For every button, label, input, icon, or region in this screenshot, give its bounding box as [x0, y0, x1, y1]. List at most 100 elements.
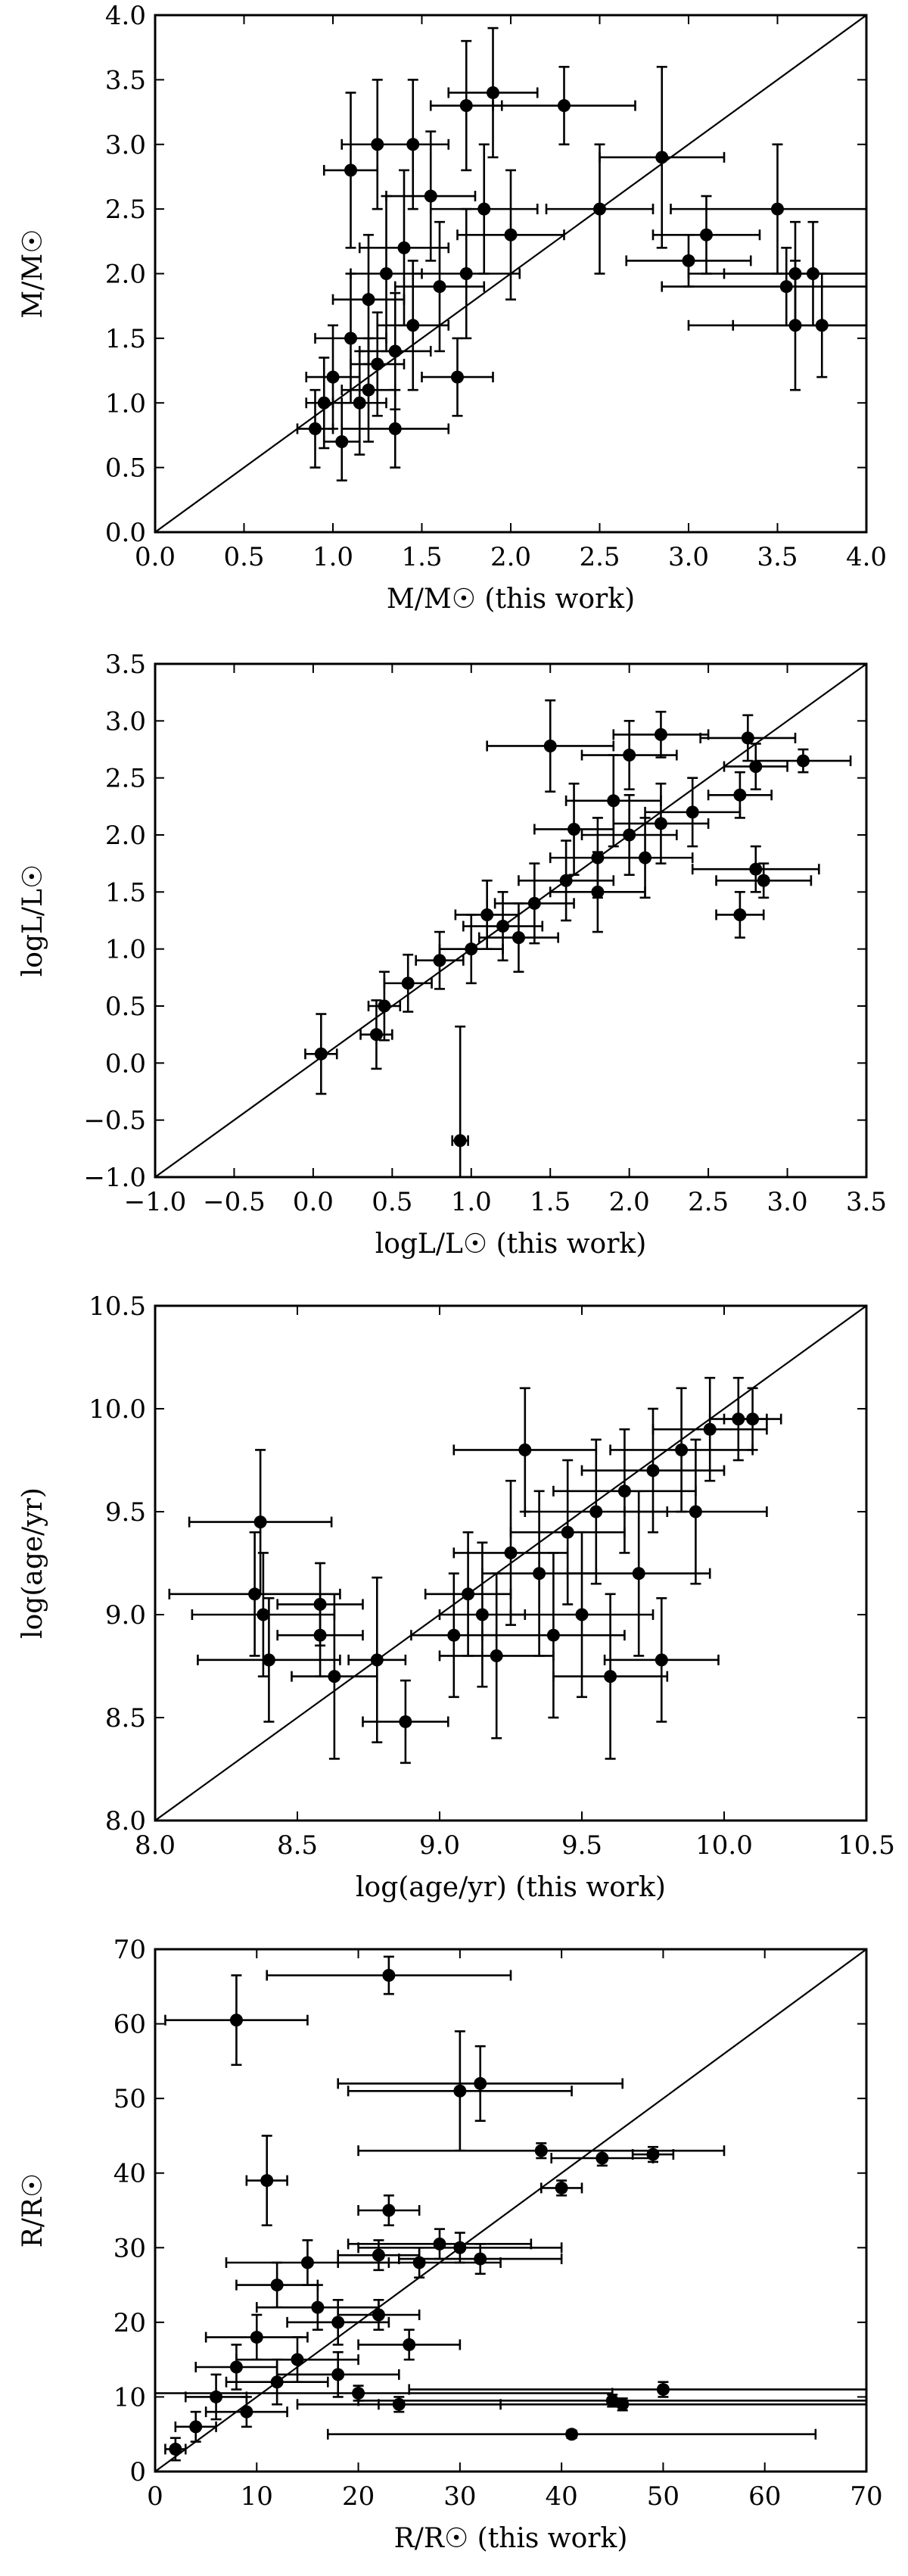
y-tick-label: 1.5 [105, 877, 146, 908]
data-point [631, 2145, 675, 2163]
y-tick-label: 9.5 [105, 1497, 146, 1528]
data-point [376, 260, 450, 391]
point-marker [604, 1670, 617, 1684]
point-marker [262, 1653, 275, 1667]
data-point [552, 1593, 669, 1760]
data-point [623, 1438, 768, 1585]
data-point [509, 1531, 655, 1699]
point-marker [595, 2151, 609, 2165]
y-tick-label: 0.0 [105, 518, 146, 548]
point-marker [260, 2174, 274, 2188]
data-point [518, 839, 615, 922]
data-point [715, 891, 765, 939]
point-marker [689, 1505, 702, 1519]
data-point [286, 2298, 390, 2346]
y-tick-label: −1.0 [83, 1163, 146, 1193]
point-marker [406, 319, 420, 332]
point-marker [401, 977, 415, 990]
point-marker [487, 86, 499, 99]
point-marker [451, 370, 464, 384]
data-point [492, 66, 636, 146]
x-tick-label: 2.0 [609, 1187, 650, 1217]
data-point [385, 130, 477, 262]
point-marker [504, 228, 518, 241]
point-marker [675, 1443, 689, 1456]
point-marker [382, 1969, 396, 1982]
point-marker [749, 760, 763, 774]
point-marker [370, 1653, 384, 1667]
point-marker [749, 862, 763, 876]
y-tick-label: 0 [129, 2457, 146, 2487]
data-point [305, 357, 344, 450]
x-tick-label: 20 [342, 2481, 375, 2512]
y-tick-label: 9.0 [105, 1600, 146, 1631]
point-marker [533, 1567, 546, 1581]
y-tick-label: 1.0 [105, 388, 146, 419]
point-marker [372, 2308, 385, 2322]
point-marker [229, 2360, 243, 2374]
data-point [383, 953, 433, 1013]
point-marker [591, 885, 605, 899]
point-marker [240, 2405, 253, 2419]
data-point [723, 220, 866, 327]
point-marker [779, 280, 793, 294]
point-marker [369, 1028, 383, 1042]
point-marker [328, 1670, 341, 1684]
point-marker [291, 2353, 304, 2366]
point-marker [453, 2241, 467, 2254]
x-tick-label: 1.5 [530, 1187, 571, 1217]
data-point [314, 273, 387, 404]
y-tick-label: 50 [114, 2084, 146, 2114]
data-point [359, 999, 393, 1070]
point-marker [527, 896, 541, 910]
data-point [462, 891, 544, 962]
point-marker [475, 1608, 489, 1621]
point-marker [399, 1715, 412, 1728]
data-point [699, 714, 797, 762]
point-marker [270, 2279, 284, 2292]
y-tick-label: 20 [114, 2308, 146, 2338]
data-point [707, 771, 773, 819]
data-point [358, 169, 450, 327]
y-axis-label: logL/L☉ [17, 864, 48, 977]
data-point [486, 699, 615, 793]
point-marker [654, 817, 667, 830]
data-point [291, 1593, 378, 1760]
x-tick-label: 40 [546, 2481, 578, 2512]
y-tick-label: 8.5 [105, 1703, 146, 1733]
data-point [424, 1531, 512, 1657]
y-tick-label: −0.5 [83, 1106, 146, 1136]
point-marker [559, 874, 573, 887]
data-point [454, 879, 520, 950]
x-tick-label: 10 [241, 2481, 273, 2512]
data-point [326, 2428, 817, 2441]
point-marker [807, 267, 819, 280]
point-marker [462, 1587, 475, 1601]
data-point [651, 195, 761, 275]
point-marker [300, 2256, 314, 2269]
data-point [408, 2381, 866, 2398]
data-point [549, 851, 646, 933]
data-point [533, 782, 615, 877]
data-point [347, 1576, 407, 1743]
data-point [337, 2239, 421, 2272]
point-marker [682, 254, 695, 267]
data-point [357, 2194, 421, 2227]
data-point [362, 1679, 449, 1765]
data-point [603, 1596, 720, 1723]
data-point [609, 1387, 754, 1513]
x-tick-label: 0.5 [372, 1187, 412, 1217]
axes-frame [154, 1948, 868, 2473]
point-marker [616, 2397, 630, 2411]
y-tick-label: 10.0 [89, 1394, 146, 1425]
x-tick-label: 9.0 [419, 1830, 460, 1861]
point-marker [326, 370, 340, 384]
x-tick-label: 3.0 [668, 542, 709, 572]
x-tick-label: 0 [147, 2481, 163, 2512]
point-marker [412, 2256, 426, 2269]
y-tick-label: 1.0 [105, 935, 146, 965]
x-tick-label: 30 [443, 2481, 476, 2512]
point-marker [314, 1047, 328, 1061]
y-tick-label: 40 [114, 2159, 146, 2189]
